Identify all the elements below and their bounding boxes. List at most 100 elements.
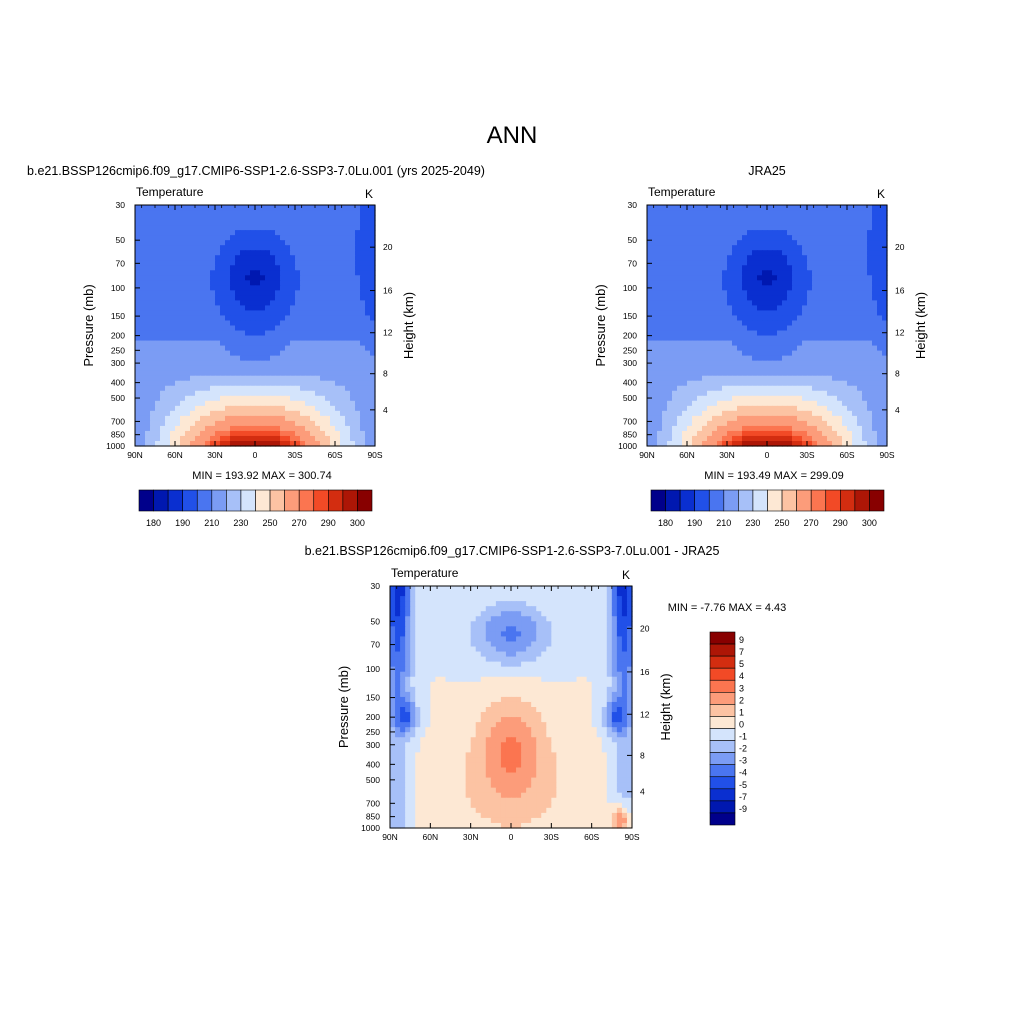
contour-cell [255, 235, 261, 241]
contour-cell [882, 280, 888, 286]
contour-cell [485, 591, 492, 597]
contour-cell [657, 260, 663, 266]
contour-cell [200, 335, 206, 342]
contour-cell [285, 245, 291, 251]
colorbar-label: 270 [292, 518, 307, 528]
contour-cell [797, 255, 803, 261]
contour-field [135, 205, 376, 447]
contour-cell [667, 360, 673, 367]
contour-cell [787, 270, 793, 276]
contour-cell [325, 255, 331, 261]
contour-cell [697, 270, 703, 276]
contour-cell [702, 235, 708, 241]
contour-cell [275, 300, 281, 307]
contour-cell [852, 330, 858, 337]
contour-cell [355, 390, 361, 397]
contour-cell [170, 440, 176, 447]
contour-cell [320, 435, 326, 442]
contour-cell [185, 330, 191, 337]
contour-cell [667, 300, 673, 307]
contour-cell [772, 395, 778, 402]
contour-cell [852, 220, 858, 226]
contour-cell [832, 230, 838, 236]
contour-cell [200, 320, 206, 327]
contour-cell [702, 355, 708, 362]
contour-cell [210, 280, 216, 286]
contour-cell [220, 370, 226, 377]
contour-cell [215, 400, 221, 407]
contour-cell [742, 285, 748, 291]
contour-cell [722, 250, 728, 256]
contour-cell [240, 225, 246, 231]
contour-cell [290, 355, 296, 362]
contour-cell [250, 300, 256, 307]
contour-cell [877, 330, 883, 337]
contour-cell [867, 435, 873, 442]
contour-cell [647, 400, 653, 407]
contour-cell [787, 305, 793, 312]
contour-cell [792, 320, 798, 327]
contour-cell [370, 280, 376, 286]
contour-cell [732, 395, 738, 402]
contour-cell [355, 355, 361, 362]
contour-cell [170, 275, 176, 281]
contour-cell [787, 245, 793, 251]
contour-cell [857, 235, 863, 241]
contour-cell [300, 340, 306, 347]
contour-cell [662, 280, 668, 286]
contour-cell [340, 340, 346, 347]
contour-cell [185, 300, 191, 307]
contour-cell [330, 325, 336, 332]
contour-cell [260, 240, 266, 246]
contour-cell [692, 240, 698, 246]
contour-cell [802, 260, 808, 266]
contour-cell [832, 435, 838, 442]
contour-cell [652, 230, 658, 236]
contour-cell [280, 320, 286, 327]
contour-cell [155, 375, 161, 382]
contour-cell [160, 240, 166, 246]
contour-cell [737, 390, 743, 397]
contour-cell [335, 265, 341, 271]
contour-cell [265, 360, 271, 367]
contour-cell [682, 300, 688, 307]
contour-cell [852, 350, 858, 357]
contour-cell [707, 420, 713, 427]
contour-cell [350, 330, 356, 337]
contour-cell [155, 300, 161, 307]
contour-cell [872, 380, 878, 387]
contour-cell [742, 415, 748, 422]
contour-cell [862, 240, 868, 246]
contour-cell [817, 440, 823, 447]
contour-cell [175, 290, 181, 296]
contour-cell [787, 255, 793, 261]
contour-cell [355, 430, 361, 437]
contour-cell [702, 325, 708, 332]
contour-cell [762, 415, 768, 422]
contour-cell [260, 330, 266, 337]
contour-cell [250, 330, 256, 337]
contour-cell [677, 250, 683, 256]
contour-cell [325, 275, 331, 281]
contour-cell [797, 305, 803, 312]
contour-cell [305, 375, 311, 382]
contour-cell [877, 295, 883, 301]
contour-cell [170, 385, 176, 392]
contour-cell [275, 435, 281, 442]
contour-cell [155, 390, 161, 397]
contour-cell [225, 440, 231, 447]
contour-cell [270, 285, 276, 291]
contour-cell [752, 295, 758, 301]
contour-cell [135, 230, 141, 236]
contour-cell [667, 260, 673, 266]
contour-cell [165, 315, 171, 322]
contour-cell [867, 300, 873, 307]
contour-cell [832, 240, 838, 246]
contour-cell [255, 340, 261, 347]
contour-cell [767, 290, 773, 296]
contour-cell [692, 395, 698, 402]
contour-cell [365, 410, 371, 417]
contour-cell [787, 385, 793, 392]
contour-cell [210, 295, 216, 301]
contour-cell [195, 390, 201, 397]
